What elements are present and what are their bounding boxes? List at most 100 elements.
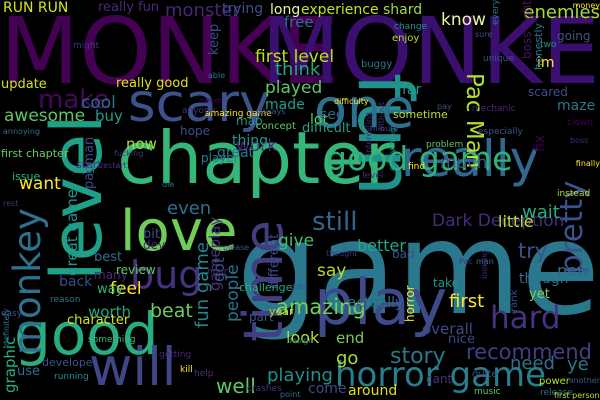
word-148: power [539, 376, 570, 387]
word-30: try [518, 239, 548, 263]
word-56: wait [522, 202, 560, 223]
word-48: even [167, 198, 212, 219]
word-51: worth [88, 303, 132, 321]
word-113: come [308, 381, 347, 397]
word-164: gots [290, 282, 308, 291]
word-168: always [258, 107, 286, 116]
word-140: hour [207, 267, 228, 277]
word-0: MONKE [0, 0, 340, 105]
word-147: release [540, 388, 573, 398]
word-37: want [19, 174, 61, 194]
word-132: two [540, 40, 557, 50]
word-145: music [474, 387, 501, 397]
word-92: start [76, 158, 102, 171]
word-130: money [572, 1, 600, 10]
word-102: back [59, 274, 93, 290]
word-41: need [510, 353, 555, 374]
word-131: might [73, 41, 100, 51]
word-182: sure [475, 30, 493, 39]
word-15: good game [326, 139, 513, 178]
word-55: little [498, 212, 534, 231]
word-163: design [287, 336, 314, 345]
word-69: really good [116, 76, 189, 91]
word-80: im [537, 55, 555, 71]
word-117: cant [426, 372, 453, 386]
word-108: yet [529, 287, 550, 302]
word-82: far [402, 82, 422, 98]
word-74: long [270, 2, 301, 18]
word-91: issue [12, 170, 41, 183]
word-77: keep [207, 23, 222, 55]
word-103: way [97, 282, 124, 297]
word-175: pay [437, 102, 452, 111]
word-47: now [126, 135, 157, 153]
word-90: difficult [302, 121, 351, 136]
word-70: update [1, 77, 47, 92]
word-18: hard [490, 300, 561, 336]
word-144: please [223, 243, 250, 252]
word-162: interesting [364, 111, 373, 155]
word-120: challenge [239, 281, 293, 294]
word-87: hope [180, 124, 210, 138]
word-59: end [336, 329, 365, 347]
word-76: shard [383, 2, 423, 18]
word-152: getting [159, 350, 192, 360]
word-50: feel [110, 279, 142, 299]
word-34: enemies [523, 2, 600, 23]
word-101: review [116, 263, 156, 277]
word-5: scary [128, 73, 271, 134]
word-118: rank [509, 289, 520, 312]
word-112: use [17, 364, 41, 379]
word-123: enjoy [392, 33, 420, 44]
word-172: difficulty [334, 97, 369, 106]
word-62: work [236, 136, 278, 156]
word-116: nice [448, 332, 475, 347]
word-141: super [73, 166, 96, 175]
word-71: know [441, 10, 486, 30]
word-115: horror [403, 285, 417, 322]
word-151: running [54, 372, 89, 382]
word-3: chapter [117, 116, 395, 200]
word-42: look [286, 328, 320, 347]
word-75: experience [301, 2, 379, 18]
word-177: man [476, 257, 494, 266]
word-40: recommend [466, 340, 592, 364]
word-167: rest [3, 199, 19, 208]
word-153: kill [180, 365, 193, 375]
word-33: monster [165, 0, 240, 21]
word-93: sometime [393, 108, 448, 121]
word-9: love [120, 199, 238, 264]
word-109: part [249, 310, 274, 324]
word-25: Dark Deception [432, 211, 565, 231]
word-99: bit [143, 227, 160, 242]
word-125: buggy [361, 59, 393, 70]
word-58: say [317, 261, 347, 281]
word-178: another [568, 376, 600, 385]
word-49: give [278, 231, 315, 251]
word-95: fix [532, 134, 548, 152]
word-159: thought [326, 249, 358, 258]
word-133: every [491, 0, 501, 26]
word-107: though [519, 271, 569, 287]
word-98: best [94, 250, 123, 265]
word-13: will [89, 337, 177, 398]
word-135: instead [557, 189, 591, 199]
word-17: monkey [6, 208, 49, 355]
word-128: especially [478, 127, 523, 137]
word-97: dev [143, 238, 166, 252]
word-173: without [377, 101, 386, 132]
word-96: pacman [82, 136, 97, 189]
word-32: RUN RUN [3, 0, 69, 16]
word-158: annoying [3, 127, 41, 136]
word-45: made [265, 97, 305, 113]
word-174: everything [388, 127, 397, 171]
word-111: character [67, 313, 130, 328]
word-67: first level [255, 47, 335, 67]
word-1: MONKE [260, 0, 600, 105]
word-181: boss [570, 136, 589, 145]
word-169: never [200, 96, 223, 105]
word-10: good [14, 300, 159, 368]
word-16: bug [130, 253, 203, 297]
word-138: bad [392, 247, 415, 261]
word-68: first chapter [1, 147, 69, 160]
